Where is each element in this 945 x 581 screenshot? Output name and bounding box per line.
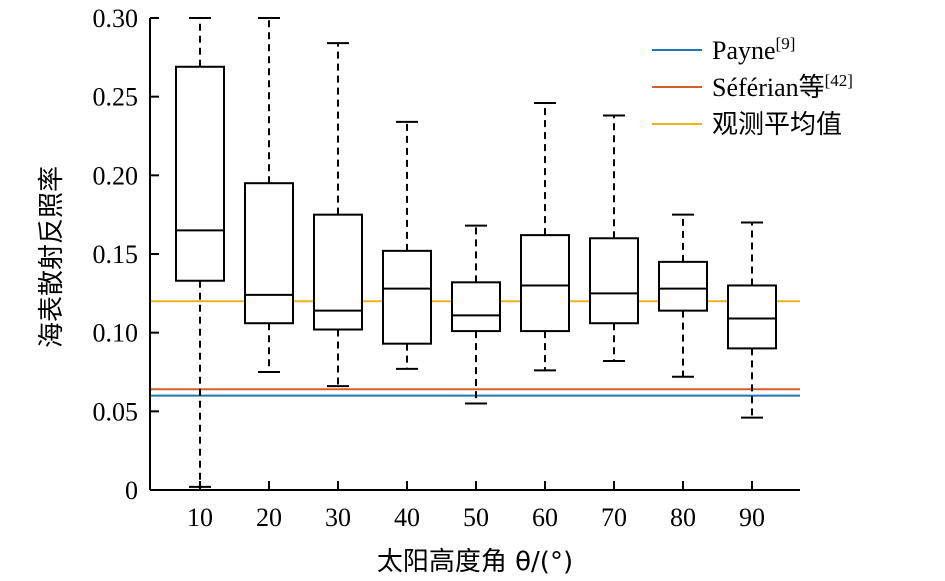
box-rect xyxy=(589,237,639,325)
y-tick-label: 0.20 xyxy=(93,161,139,190)
x-tick-label: 50 xyxy=(463,503,489,532)
x-tick-label: 30 xyxy=(325,503,351,532)
box-rect xyxy=(244,182,294,325)
legend-item-0: Payne[9] xyxy=(652,34,795,65)
legend-item-2: 观测平均值 xyxy=(652,110,842,139)
axes: 0 0.05 0.10 0.15 0.20 0.25 0.30 10 20 30 40 50 60 70 8… xyxy=(93,4,800,532)
box-rect xyxy=(451,281,501,333)
legend-label: 观测平均值 xyxy=(712,110,842,139)
legend-item-1: Séférian等[42] xyxy=(652,71,853,102)
box-20 xyxy=(244,17,294,373)
x-tick-label: 60 xyxy=(532,503,558,532)
box-30 xyxy=(313,42,363,388)
x-tick-label: 10 xyxy=(187,503,213,532)
box-80 xyxy=(658,213,708,378)
legend-label: Séférian等[42] xyxy=(712,71,853,102)
box-rect xyxy=(658,260,708,312)
box-rect xyxy=(520,234,570,333)
box-60 xyxy=(520,101,570,372)
y-tick-label: 0 xyxy=(125,476,138,505)
legend: Payne[9] Séférian等[42] 观测平均值 xyxy=(652,34,853,139)
y-tick-label: 0.15 xyxy=(93,240,139,269)
x-tick-label: 70 xyxy=(601,503,627,532)
box-rect xyxy=(727,284,777,350)
box-10 xyxy=(175,17,225,488)
y-tick-label: 0.10 xyxy=(93,319,139,348)
x-axis-label: 太阳高度角 θ/(°) xyxy=(377,547,573,577)
x-tick-label: 40 xyxy=(394,503,420,532)
box-series xyxy=(175,17,777,488)
x-tick-label: 90 xyxy=(739,503,765,532)
box-rect xyxy=(313,213,363,331)
box-70 xyxy=(589,114,639,362)
y-axis-label: 海表散射反照率 xyxy=(37,166,67,348)
box-40 xyxy=(382,120,432,370)
y-tick-label: 0.05 xyxy=(93,397,139,426)
legend-label: Payne[9] xyxy=(712,34,795,65)
box-90 xyxy=(727,221,777,419)
box-rect xyxy=(175,65,225,282)
y-tick-label: 0.30 xyxy=(93,4,139,33)
y-tick-label: 0.25 xyxy=(93,83,139,112)
x-tick-label: 80 xyxy=(670,503,696,532)
box-50 xyxy=(451,224,501,405)
x-tick-label: 20 xyxy=(256,503,282,532)
box-rect xyxy=(382,249,432,345)
